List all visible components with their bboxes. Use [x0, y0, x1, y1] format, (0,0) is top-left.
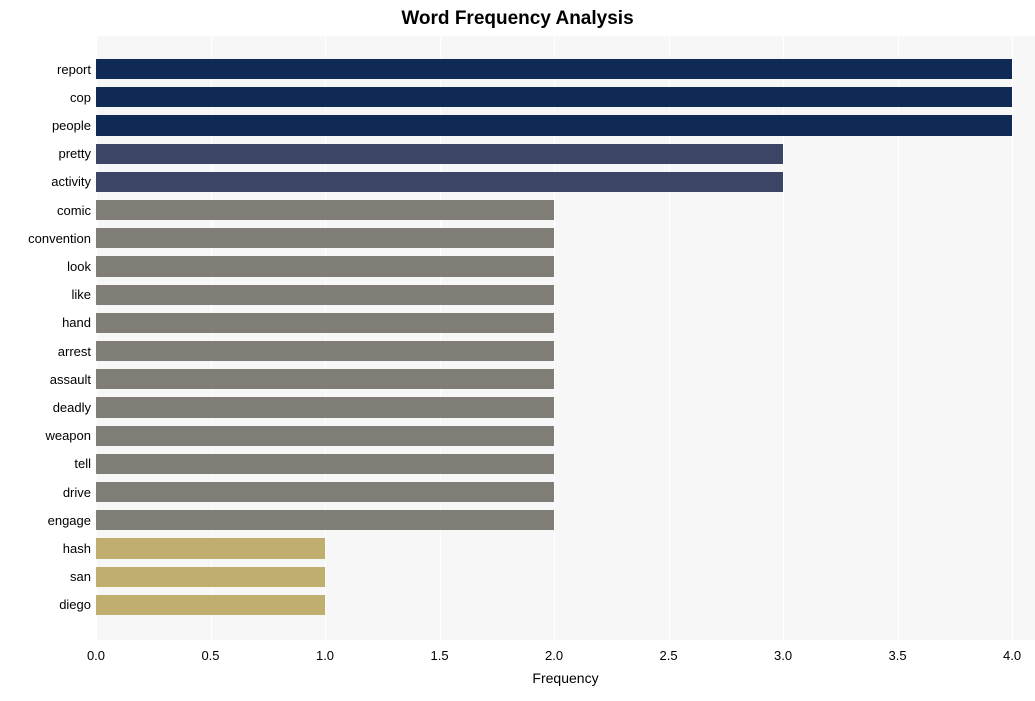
x-tick-label: 4.0 — [992, 648, 1032, 663]
y-tick-label: comic — [1, 203, 91, 218]
y-tick-label: diego — [1, 597, 91, 612]
x-axis-label: Frequency — [96, 670, 1035, 686]
bar — [96, 115, 1012, 135]
bar — [96, 59, 1012, 79]
y-tick-label: hand — [1, 315, 91, 330]
bar — [96, 256, 554, 276]
y-tick-label: engage — [1, 513, 91, 528]
x-tick-label: 3.5 — [878, 648, 918, 663]
x-tick-label: 2.0 — [534, 648, 574, 663]
gridline — [1012, 36, 1013, 640]
y-tick-label: deadly — [1, 400, 91, 415]
y-tick-label: weapon — [1, 428, 91, 443]
bar — [96, 538, 325, 558]
bar — [96, 567, 325, 587]
y-tick-label: report — [1, 62, 91, 77]
bar — [96, 228, 554, 248]
bar — [96, 482, 554, 502]
y-tick-label: pretty — [1, 146, 91, 161]
plot-area — [96, 36, 1035, 640]
y-tick-label: tell — [1, 456, 91, 471]
x-tick-label: 2.5 — [649, 648, 689, 663]
chart-container: Word Frequency Analysis Frequency 0.0 0.5… — [0, 0, 1035, 701]
y-tick-label: arrest — [1, 344, 91, 359]
y-tick-label: hash — [1, 541, 91, 556]
bar — [96, 369, 554, 389]
chart-title: Word Frequency Analysis — [0, 8, 1035, 30]
y-tick-label: convention — [1, 231, 91, 246]
x-tick-label: 1.5 — [420, 648, 460, 663]
x-tick-label: 0.0 — [76, 648, 116, 663]
y-tick-label: assault — [1, 372, 91, 387]
y-tick-label: activity — [1, 174, 91, 189]
bar — [96, 341, 554, 361]
bar — [96, 87, 1012, 107]
y-tick-label: people — [1, 118, 91, 133]
bar — [96, 285, 554, 305]
x-tick-label: 1.0 — [305, 648, 345, 663]
y-tick-label: san — [1, 569, 91, 584]
bar — [96, 426, 554, 446]
x-tick-label: 0.5 — [191, 648, 231, 663]
bar — [96, 313, 554, 333]
bar — [96, 595, 325, 615]
bar — [96, 144, 783, 164]
y-tick-label: like — [1, 287, 91, 302]
x-tick-label: 3.0 — [763, 648, 803, 663]
y-tick-label: cop — [1, 90, 91, 105]
bar — [96, 397, 554, 417]
y-tick-label: look — [1, 259, 91, 274]
bar — [96, 172, 783, 192]
bar — [96, 200, 554, 220]
bar — [96, 454, 554, 474]
y-tick-label: drive — [1, 485, 91, 500]
bar — [96, 510, 554, 530]
